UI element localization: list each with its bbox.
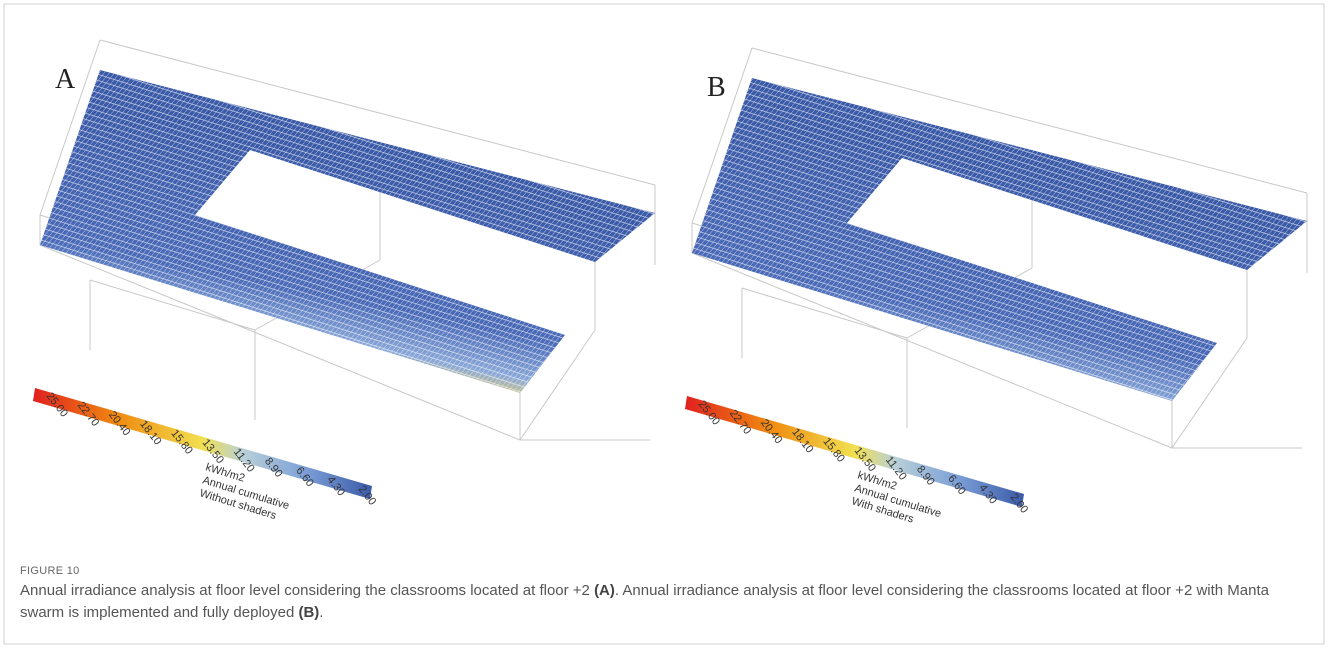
figure-graphic: A25.0022.7020.4018.1015.8013.5011.208.90… xyxy=(0,0,1328,648)
caption-part: (A) xyxy=(594,582,615,599)
caption-part: (B) xyxy=(298,604,319,621)
caption-part: . xyxy=(319,604,323,621)
caption-text: Annual irradiance analysis at floor leve… xyxy=(20,580,1310,624)
panel-label: A xyxy=(55,64,76,95)
panel-label: B xyxy=(707,72,726,103)
caption-label: FIGURE 10 xyxy=(20,565,80,577)
figure: A25.0022.7020.4018.1015.8013.5011.208.90… xyxy=(0,0,1328,648)
caption-part: Annual irradiance analysis at floor leve… xyxy=(20,582,594,599)
floor-grid xyxy=(692,78,1307,401)
floor-grid xyxy=(40,70,655,393)
